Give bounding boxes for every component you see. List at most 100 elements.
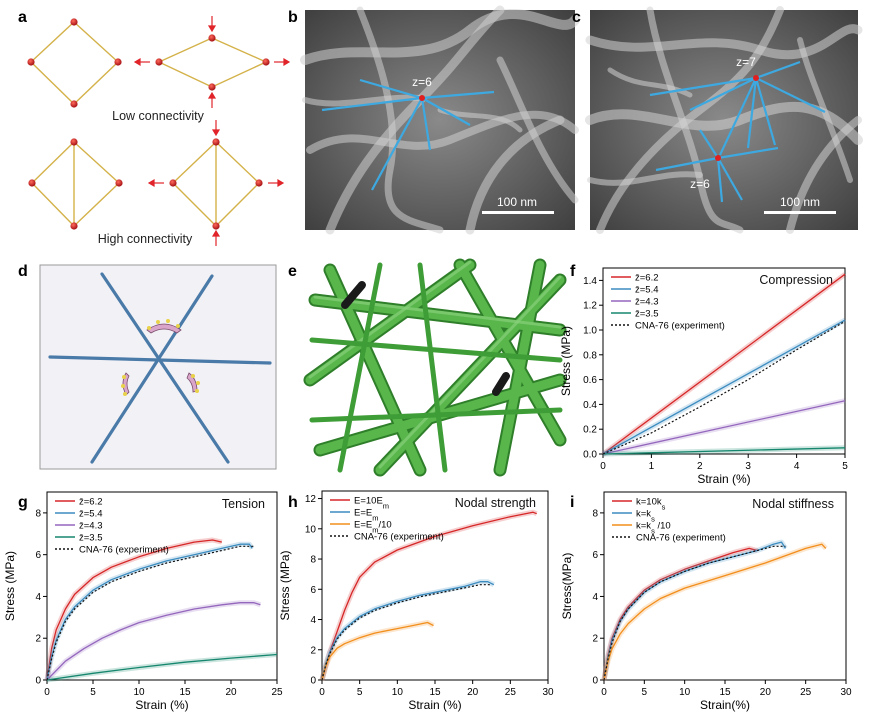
z-label-c-top: z=7: [736, 55, 756, 69]
legend-entry: CNA-76 (experiment): [636, 533, 726, 544]
legend-entry: z̄=4.3: [79, 521, 103, 532]
legend-entry: z̄=3.5: [635, 309, 659, 320]
sem-connection-lines-c: [649, 60, 826, 203]
x-tick-label: 10: [133, 687, 145, 698]
x-tick-label: 5: [357, 687, 363, 698]
diamond-high-stretched: [171, 141, 261, 227]
series-line: [602, 320, 846, 455]
x-axis-label: Strain (%): [408, 698, 461, 712]
series-band: [601, 541, 828, 681]
sem-node-c-top: [753, 75, 759, 81]
series-line: [46, 539, 222, 681]
panel-label-c: c: [572, 9, 581, 26]
y-tick-label: 10: [305, 524, 317, 535]
x-tick-label: 30: [542, 687, 554, 698]
y-tick-label: 12: [305, 494, 317, 505]
z-label-b: z=6: [412, 75, 432, 89]
y-tick-label: 1.0: [583, 326, 597, 337]
torsion-spring-tips: [121, 319, 200, 396]
series-line: [602, 273, 846, 455]
chart-title: Nodal strength: [455, 496, 536, 510]
y-tick-label: 4: [592, 592, 598, 603]
y-tick-label: 6: [310, 585, 316, 596]
legend-entry: z̄=5.4: [635, 285, 659, 296]
series-line: [602, 319, 846, 455]
legend-entry: CNA-76 (experiment): [354, 532, 444, 543]
sem-node-c-bottom: [715, 155, 721, 161]
panel-label-f: f: [570, 263, 576, 280]
series-line: [603, 545, 786, 681]
legend-entry: E=Em/10: [354, 520, 392, 535]
diamond-low-stretched: [157, 37, 268, 88]
y-tick-label: 0.6: [583, 375, 597, 386]
panel-a: a: [18, 9, 291, 246]
legend-entry: CNA-76 (experiment): [79, 545, 169, 556]
force-arrows: [133, 16, 291, 246]
y-tick-label: 8: [35, 508, 41, 519]
series-line: [602, 447, 846, 455]
y-tick-label: 4: [310, 615, 316, 626]
x-axis-label: Strain (%): [135, 698, 188, 712]
diamond-nodes: [27, 18, 270, 230]
legend-entry: z̄=3.5: [79, 533, 103, 544]
chart-title: Tension: [222, 497, 265, 511]
high-connectivity-label: High connectivity: [98, 232, 193, 246]
panel-label-g: g: [18, 494, 28, 511]
legend-entry: z̄=4.3: [635, 297, 659, 308]
y-axis-label: Stress (MPa): [278, 550, 292, 620]
legend-entry: k=ks: [636, 509, 655, 524]
scale-bar-b: [482, 211, 554, 214]
y-axis-label: Stress (MPa): [559, 326, 573, 396]
y-axis-label: Stress (MPa): [3, 551, 17, 621]
chart-title: Nodal stiffness: [752, 497, 834, 511]
x-tick-label: 15: [179, 687, 191, 698]
y-tick-label: 0.8: [583, 350, 597, 361]
x-tick-label: 20: [225, 687, 237, 698]
y-tick-label: 1.2: [583, 301, 597, 312]
series-line: [46, 543, 253, 681]
chart-panel-i: i 0 5 10 15 20 25 30 0 2 4 6 8 Strain(%) Stress(MPa) N…: [560, 491, 852, 712]
legend-entry: E=10Em: [354, 496, 389, 511]
y-tick-label: 2: [310, 645, 316, 656]
sem-node-b: [419, 95, 425, 101]
series-band: [46, 652, 278, 683]
y-tick-label: 8: [310, 555, 316, 566]
legend-entry: CNA-76 (experiment): [635, 321, 725, 332]
panel-label-i: i: [570, 494, 574, 511]
x-tick-label: 30: [840, 687, 852, 698]
legend-entry: k=10ks: [636, 497, 666, 512]
y-tick-label: 2: [592, 634, 598, 645]
legend-entry: z̄=5.4: [79, 509, 103, 520]
panel-label-h: h: [288, 494, 298, 511]
x-tick-label: 0: [44, 687, 50, 698]
diamond-high-relaxed: [31, 141, 121, 227]
y-tick-label: 8: [592, 508, 598, 519]
y-tick-label: 4: [35, 592, 41, 603]
series-line: [321, 584, 492, 681]
x-tick-label: 25: [800, 687, 812, 698]
beam-lines: [48, 272, 272, 464]
diamond-low-relaxed: [29, 21, 120, 105]
scale-bar-c: [764, 211, 836, 214]
x-tick-label: 4: [794, 461, 800, 472]
x-tick-label: 0: [319, 687, 325, 698]
legend-entry: z̄=6.2: [79, 497, 103, 508]
panel-label-a: a: [18, 9, 27, 26]
y-tick-label: 1.4: [583, 276, 597, 287]
x-tick-label: 5: [842, 461, 848, 472]
x-axis-label: Strain(%): [700, 698, 750, 712]
x-tick-label: 2: [697, 461, 703, 472]
x-tick-label: 15: [719, 687, 731, 698]
series-line: [321, 621, 434, 681]
y-tick-label: 0: [35, 676, 41, 687]
y-tick-label: 0: [310, 676, 316, 687]
scale-label-c: 100 nm: [780, 195, 820, 209]
x-tick-label: 10: [679, 687, 691, 698]
x-tick-label: 20: [467, 687, 479, 698]
x-tick-label: 25: [505, 687, 517, 698]
chart-title: Compression: [759, 273, 833, 287]
series-line: [46, 602, 261, 681]
legend-entry: z̄=6.2: [635, 273, 659, 284]
x-tick-label: 5: [90, 687, 96, 698]
